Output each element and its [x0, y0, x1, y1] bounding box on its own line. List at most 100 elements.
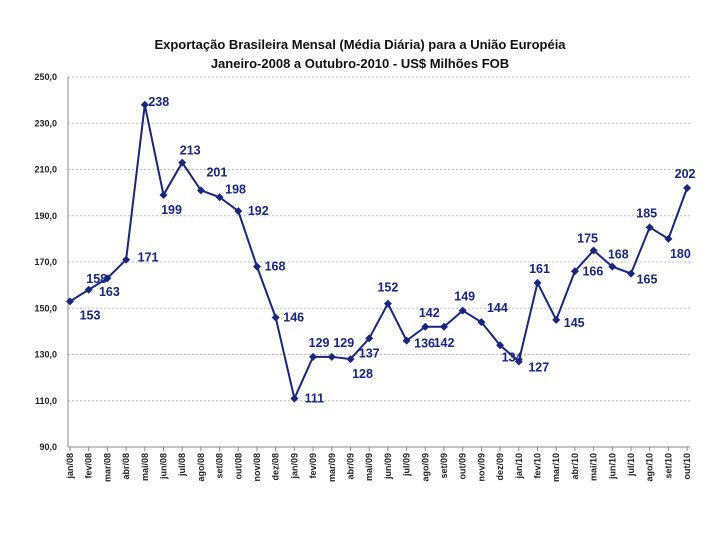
data-point	[570, 267, 579, 276]
data-label: 168	[608, 248, 629, 262]
data-point	[66, 297, 74, 306]
x-tick-label: ago/10	[645, 453, 655, 482]
data-point	[608, 262, 617, 271]
data-label: 145	[564, 316, 585, 330]
x-tick-label: dez/09	[495, 453, 505, 481]
data-label: 142	[419, 306, 440, 320]
data-label: 146	[283, 311, 304, 325]
x-tick-label: jul/08	[177, 453, 187, 477]
x-tick-label: dez/08	[271, 453, 281, 481]
data-point	[383, 299, 392, 308]
chart-title: Exportação Brasileira Mensal (Média Diár…	[154, 37, 566, 52]
y-tick-label: 250,0	[34, 72, 57, 82]
x-tick-label: jan/09	[289, 453, 299, 480]
x-tick-label: jan/08	[65, 453, 75, 480]
data-label: 149	[454, 290, 475, 304]
data-label: 163	[99, 285, 120, 299]
y-tick-label: 210,0	[34, 165, 57, 175]
data-label: 213	[180, 144, 201, 158]
data-label: 158	[86, 272, 107, 286]
data-point	[346, 355, 355, 364]
data-label: 180	[670, 247, 691, 261]
data-label: 165	[637, 273, 658, 287]
data-point	[440, 322, 448, 331]
data-point	[103, 274, 112, 283]
data-label: 166	[582, 264, 603, 278]
data-label: 129	[309, 336, 330, 350]
y-tick-label: 230,0	[34, 118, 57, 128]
data-point	[196, 186, 205, 195]
data-label: 134	[502, 350, 523, 364]
x-tick-label: out/10	[682, 453, 692, 480]
data-point	[477, 318, 486, 327]
data-point	[365, 334, 374, 343]
x-tick-label: jun/09	[383, 453, 393, 480]
x-tick-label: mar/10	[551, 453, 561, 482]
data-point	[84, 285, 93, 294]
data-label: 175	[577, 231, 598, 245]
x-tick-label: set/08	[215, 453, 225, 479]
x-tick-label: out/09	[458, 453, 468, 480]
data-label: 127	[528, 360, 549, 374]
data-label: 137	[359, 346, 380, 360]
series-line	[69, 104, 689, 402]
data-point	[215, 193, 224, 202]
data-label: 129	[333, 336, 354, 350]
x-tick-label: fev/08	[84, 453, 94, 479]
data-label: 111	[305, 391, 325, 405]
x-tick-label: nov/08	[252, 453, 262, 482]
data-point	[421, 322, 430, 331]
x-tick-label: fev/09	[308, 453, 318, 479]
x-tick-label: jun/10	[607, 453, 617, 480]
x-tick-label: mar/09	[327, 453, 337, 482]
data-label: 136	[414, 337, 435, 351]
data-point	[496, 341, 505, 350]
x-tick-label: ago/08	[196, 453, 206, 482]
data-point	[309, 352, 318, 361]
y-tick-label: 110,0	[35, 396, 57, 406]
x-tick-label: set/10	[663, 453, 673, 479]
data-point	[327, 352, 336, 361]
data-label: 161	[529, 262, 550, 276]
data-point	[514, 357, 523, 366]
y-tick-label: 130,0	[34, 350, 57, 360]
x-tick-label: jun/08	[159, 453, 169, 480]
data-label: 202	[675, 167, 696, 181]
x-tick-label: fev/10	[533, 453, 543, 479]
x-tick-label: mai/08	[140, 453, 150, 481]
data-label: 238	[148, 95, 169, 109]
x-tick-label: nov/09	[476, 453, 486, 482]
x-tick-label: mai/10	[589, 453, 599, 481]
chart-subtitle: Janeiro-2008 a Outubro-2010 - US$ Milhõe…	[210, 56, 510, 71]
x-tick-label: abr/08	[121, 453, 131, 480]
data-point	[683, 184, 692, 192]
data-label: 192	[248, 204, 269, 218]
data-point	[458, 306, 467, 315]
y-tick-label: 150,0	[34, 303, 57, 313]
data-point	[253, 262, 261, 271]
data-point	[178, 158, 187, 167]
data-label: 128	[352, 367, 373, 381]
x-tick-label: abr/10	[570, 453, 580, 480]
data-label: 142	[434, 336, 455, 350]
x-tick-label: mar/08	[102, 453, 112, 482]
x-tick-label: set/09	[439, 453, 449, 479]
data-point	[290, 394, 299, 403]
data-label: 144	[487, 301, 508, 315]
data-label: 185	[636, 206, 657, 220]
data-point	[664, 234, 673, 243]
data-point	[271, 313, 280, 322]
data-label: 199	[161, 203, 182, 217]
data-label: 153	[80, 308, 101, 322]
x-tick-label: out/08	[233, 453, 243, 480]
data-point	[589, 246, 598, 255]
data-point	[402, 336, 411, 345]
data-point	[627, 269, 635, 278]
data-point	[122, 255, 131, 264]
data-label: 168	[265, 260, 286, 274]
data-point	[159, 190, 168, 199]
y-tick-label: 170,0	[34, 257, 57, 267]
data-point	[552, 315, 561, 324]
